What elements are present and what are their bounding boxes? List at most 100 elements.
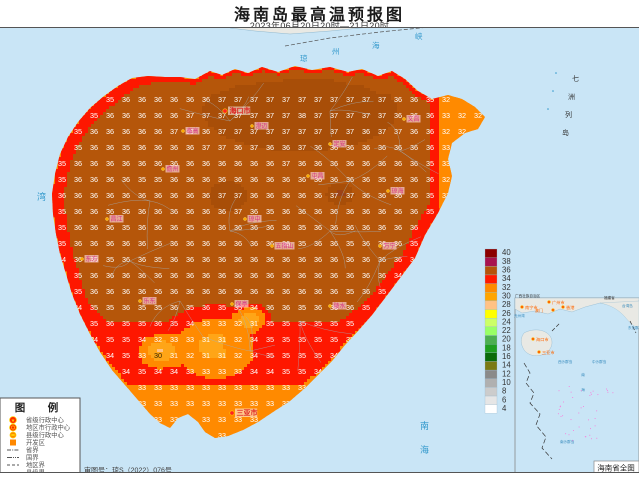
svg-text:36: 36 bbox=[314, 239, 322, 248]
svg-text:33: 33 bbox=[170, 383, 178, 392]
svg-text:36: 36 bbox=[90, 239, 98, 248]
svg-text:37: 37 bbox=[314, 95, 322, 104]
svg-text:16: 16 bbox=[502, 352, 511, 361]
svg-text:36: 36 bbox=[314, 287, 322, 296]
svg-text:36: 36 bbox=[122, 239, 130, 248]
svg-text:36: 36 bbox=[426, 175, 434, 184]
svg-text:35: 35 bbox=[298, 367, 306, 376]
svg-text:台湾岛: 台湾岛 bbox=[622, 303, 633, 308]
svg-text:36: 36 bbox=[394, 255, 402, 264]
svg-text:36: 36 bbox=[330, 175, 338, 184]
svg-text:35: 35 bbox=[346, 319, 354, 328]
svg-text:24: 24 bbox=[502, 317, 511, 326]
svg-text:33: 33 bbox=[186, 367, 194, 376]
svg-text:31: 31 bbox=[202, 351, 210, 360]
svg-text:36: 36 bbox=[90, 207, 98, 216]
svg-text:35: 35 bbox=[186, 223, 194, 232]
svg-text:临高: 临高 bbox=[187, 127, 199, 135]
svg-text:35: 35 bbox=[378, 175, 386, 184]
svg-text:36: 36 bbox=[266, 287, 274, 296]
svg-text:36: 36 bbox=[266, 223, 274, 232]
svg-text:35: 35 bbox=[58, 175, 66, 184]
svg-text:37: 37 bbox=[298, 143, 306, 152]
svg-text:儋州: 儋州 bbox=[167, 165, 179, 173]
svg-text:36: 36 bbox=[282, 175, 290, 184]
svg-text:屯昌: 屯昌 bbox=[312, 172, 324, 180]
svg-text:36: 36 bbox=[122, 95, 130, 104]
svg-text:五指山: 五指山 bbox=[276, 242, 294, 250]
svg-text:七: 七 bbox=[572, 74, 579, 83]
svg-text:37: 37 bbox=[234, 127, 242, 136]
svg-text:33: 33 bbox=[170, 399, 178, 408]
svg-text:36: 36 bbox=[266, 303, 274, 312]
svg-text:36: 36 bbox=[138, 223, 146, 232]
svg-text:36: 36 bbox=[138, 271, 146, 280]
svg-text:36: 36 bbox=[202, 207, 210, 216]
svg-text:6: 6 bbox=[502, 395, 506, 404]
svg-text:33: 33 bbox=[202, 367, 210, 376]
svg-text:南宁市: 南宁市 bbox=[525, 304, 538, 311]
svg-text:东沙群岛: 东沙群岛 bbox=[628, 325, 639, 330]
svg-text:36: 36 bbox=[138, 287, 146, 296]
svg-text:36: 36 bbox=[106, 111, 114, 120]
svg-text:36: 36 bbox=[106, 223, 114, 232]
svg-text:香港: 香港 bbox=[566, 304, 575, 311]
svg-text:35: 35 bbox=[122, 319, 130, 328]
svg-text:36: 36 bbox=[186, 271, 194, 280]
svg-text:36: 36 bbox=[106, 191, 114, 200]
svg-text:33: 33 bbox=[442, 143, 450, 152]
svg-text:36: 36 bbox=[250, 175, 258, 184]
svg-text:34: 34 bbox=[250, 367, 258, 376]
svg-text:35: 35 bbox=[298, 223, 306, 232]
svg-text:36: 36 bbox=[138, 191, 146, 200]
svg-text:37: 37 bbox=[218, 191, 226, 200]
svg-text:36: 36 bbox=[266, 159, 274, 168]
svg-text:36: 36 bbox=[202, 287, 210, 296]
svg-text:35: 35 bbox=[426, 207, 434, 216]
svg-text:37: 37 bbox=[330, 111, 338, 120]
svg-text:南沙群岛: 南沙群岛 bbox=[560, 439, 575, 444]
svg-text:海口市: 海口市 bbox=[230, 106, 251, 115]
svg-text:36: 36 bbox=[298, 271, 306, 280]
svg-text:38: 38 bbox=[502, 257, 511, 266]
svg-text:35: 35 bbox=[90, 111, 98, 120]
svg-text:34: 34 bbox=[502, 274, 511, 283]
svg-text:28: 28 bbox=[502, 300, 511, 309]
svg-text:37: 37 bbox=[282, 111, 290, 120]
svg-text:36: 36 bbox=[250, 223, 258, 232]
svg-text:36: 36 bbox=[74, 223, 82, 232]
svg-text:36: 36 bbox=[170, 223, 178, 232]
svg-text:32: 32 bbox=[186, 351, 194, 360]
svg-text:35: 35 bbox=[298, 303, 306, 312]
svg-text:33: 33 bbox=[266, 399, 274, 408]
svg-text:36: 36 bbox=[122, 111, 130, 120]
svg-text:35: 35 bbox=[266, 351, 274, 360]
svg-text:峡: 峡 bbox=[415, 31, 423, 41]
svg-text:37: 37 bbox=[346, 111, 354, 120]
svg-text:31: 31 bbox=[218, 351, 226, 360]
svg-text:36: 36 bbox=[186, 191, 194, 200]
svg-text:36: 36 bbox=[330, 287, 338, 296]
svg-text:32: 32 bbox=[442, 127, 450, 136]
svg-text:36: 36 bbox=[138, 95, 146, 104]
svg-text:35: 35 bbox=[282, 367, 290, 376]
svg-text:36: 36 bbox=[362, 159, 370, 168]
svg-text:35: 35 bbox=[330, 319, 338, 328]
svg-text:36: 36 bbox=[90, 271, 98, 280]
svg-text:35: 35 bbox=[58, 207, 66, 216]
svg-text:36: 36 bbox=[426, 127, 434, 136]
svg-text:三亚市: 三亚市 bbox=[237, 408, 258, 417]
svg-text:36: 36 bbox=[314, 207, 322, 216]
svg-text:定安: 定安 bbox=[334, 140, 346, 148]
svg-text:37: 37 bbox=[378, 95, 386, 104]
svg-text:36: 36 bbox=[378, 191, 386, 200]
svg-text:36: 36 bbox=[170, 143, 178, 152]
svg-text:35: 35 bbox=[122, 143, 130, 152]
svg-text:36: 36 bbox=[90, 127, 98, 136]
svg-text:36: 36 bbox=[218, 239, 226, 248]
svg-text:列: 列 bbox=[565, 110, 572, 119]
svg-text:36: 36 bbox=[122, 271, 130, 280]
svg-text:37: 37 bbox=[298, 95, 306, 104]
svg-text:琼: 琼 bbox=[300, 53, 308, 63]
svg-text:36: 36 bbox=[282, 191, 290, 200]
